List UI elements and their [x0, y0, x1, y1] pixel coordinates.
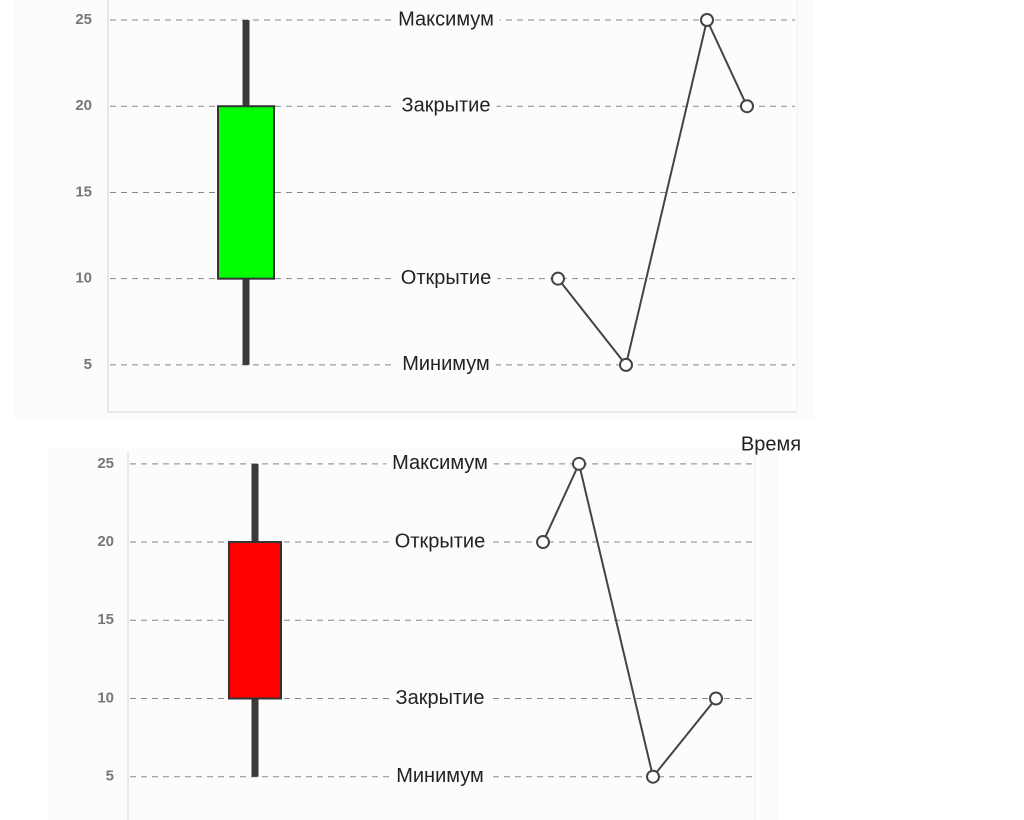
- label-bg: [394, 266, 498, 291]
- level-label: Максимум: [392, 452, 488, 474]
- level-label: Минимум: [402, 353, 490, 375]
- y-tick-label: 15: [97, 611, 114, 628]
- price-point: [700, 12, 714, 27]
- label-bg: [395, 94, 497, 119]
- price-point: [709, 691, 723, 706]
- price-point: [619, 357, 633, 372]
- y-tick-label: 10: [97, 689, 114, 706]
- y-tick-label: 10: [75, 270, 92, 287]
- price-path: [557, 16, 748, 368]
- y-tick-label: 20: [97, 533, 114, 550]
- panel-top: [14, 0, 814, 420]
- label-bg: [392, 7, 500, 32]
- price-point: [551, 271, 565, 286]
- level-label: Минимум: [396, 765, 484, 787]
- level-label: Закрытие: [396, 687, 485, 709]
- label-bg: [389, 686, 491, 711]
- price-point: [572, 456, 586, 471]
- price-point: [740, 99, 754, 114]
- level-label: Открытие: [401, 267, 491, 289]
- candle-body: [228, 541, 282, 700]
- x-axis-label: Время: [741, 433, 801, 455]
- y-tick-label: 15: [75, 183, 92, 200]
- candle-body: [217, 105, 275, 280]
- label-bg: [386, 451, 494, 476]
- y-tick-label: 5: [106, 768, 114, 785]
- y-tick-label: 25: [97, 455, 114, 472]
- price-path: [542, 460, 717, 779]
- y-tick-label: 25: [75, 11, 92, 28]
- level-label: Закрытие: [402, 94, 491, 116]
- label-bg: [396, 352, 496, 377]
- y-tick-label: 5: [84, 356, 92, 373]
- level-label: Открытие: [395, 530, 485, 552]
- level-label: Максимум: [398, 8, 494, 30]
- panel-bottom: [48, 448, 778, 820]
- price-point: [646, 769, 660, 784]
- price-point: [536, 535, 550, 550]
- label-bg: [390, 764, 490, 789]
- label-bg: [388, 530, 492, 555]
- y-tick-label: 20: [75, 97, 92, 114]
